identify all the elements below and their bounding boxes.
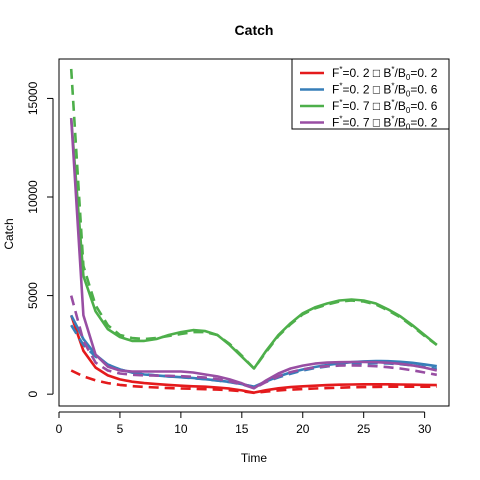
legend: F*=0. 2 □ B*/B0=0. 2F*=0. 2 □ B*/B0=0. 6… — [291, 58, 450, 132]
x-axis: 0 5 10 15 20 25 30 — [56, 411, 432, 436]
series-line-6-dashed — [69, 68, 438, 370]
x-tick-label: 25 — [357, 422, 371, 436]
y-tick-label: 0 — [26, 391, 40, 398]
series-line-8-dashed — [69, 295, 438, 390]
legend-label: F*=0. 2 □ B*/B0=0. 6 — [332, 82, 438, 99]
x-tick-label: 10 — [174, 422, 188, 436]
series-line-2-dashed — [70, 369, 437, 395]
x-tick-label: 0 — [56, 422, 63, 436]
series-line-5-solid — [69, 117, 438, 370]
y-axis-label: Catch — [2, 218, 16, 249]
x-tick-label: 5 — [117, 422, 124, 436]
series-line-3-solid — [70, 314, 437, 389]
chart-title: Catch — [235, 22, 274, 38]
legend-label: F*=0. 7 □ B*/B0=0. 2 — [332, 115, 438, 132]
y-axis: 0 5000 10000 15000 — [26, 81, 54, 398]
x-tick-label: 15 — [235, 422, 249, 436]
y-tick-label: 5000 — [26, 282, 40, 309]
series-layer — [69, 68, 438, 395]
plot-area-box — [58, 58, 450, 407]
legend-box — [291, 58, 450, 130]
legend-label: F*=0. 2 □ B*/B0=0. 2 — [332, 65, 438, 82]
y-tick-label: 15000 — [26, 81, 40, 115]
series-line-4-dashed — [70, 324, 438, 389]
x-tick-label: 20 — [296, 422, 310, 436]
series-line-7-solid — [69, 118, 438, 390]
legend-label: F*=0. 7 □ B*/B0=0. 6 — [332, 98, 438, 115]
x-axis-label: Time — [241, 451, 268, 465]
series-line-1-solid — [69, 314, 437, 394]
x-tick-label: 30 — [418, 422, 432, 436]
y-tick-label: 10000 — [26, 180, 40, 214]
